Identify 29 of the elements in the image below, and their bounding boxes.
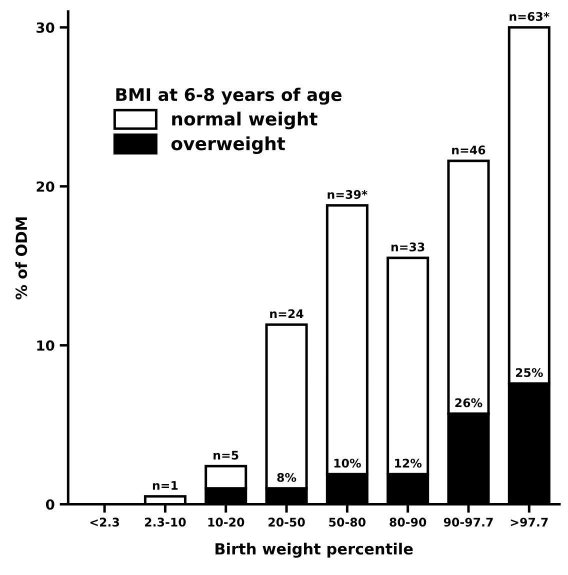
x-tick-label: 80-90 xyxy=(390,518,426,527)
legend-label: normal weight xyxy=(172,112,318,130)
x-tick-label: 50-80 xyxy=(329,518,366,527)
legend-title: BMI at 6-8 years of age xyxy=(116,88,342,105)
y-tick-label: 10 xyxy=(37,340,54,351)
x-tick-label: 90-97.7 xyxy=(444,518,493,527)
annotation: n=1 xyxy=(152,481,178,490)
x-tick-label: 20-50 xyxy=(268,518,305,527)
x-tick-label: 2.3-10 xyxy=(145,518,186,527)
annotation: 12% xyxy=(395,458,422,468)
y-tick-label: 30 xyxy=(36,22,54,33)
annotation: 10% xyxy=(334,458,361,468)
annotation: n=33 xyxy=(391,242,424,252)
y-axis-title: % of ODM xyxy=(15,217,28,300)
annotation: 26% xyxy=(455,398,482,408)
y-tick-label: 0 xyxy=(46,499,54,510)
x-tick-label: 10-20 xyxy=(208,518,244,527)
x-axis-title: Birth weight percentile xyxy=(216,542,413,558)
annotation: n=24 xyxy=(270,309,304,318)
x-tick-label: <2.3 xyxy=(90,518,120,527)
annotation: n=63* xyxy=(510,12,550,21)
annotation: 25% xyxy=(516,368,543,378)
annotation: n=39* xyxy=(328,190,368,199)
x-tick-label: >97.7 xyxy=(510,518,548,527)
annotation: n=5 xyxy=(214,450,238,460)
annotation: n=46 xyxy=(452,146,486,154)
y-tick-label: 20 xyxy=(36,181,54,192)
annotation: 8% xyxy=(277,472,296,482)
legend-label: overweight xyxy=(171,136,286,154)
